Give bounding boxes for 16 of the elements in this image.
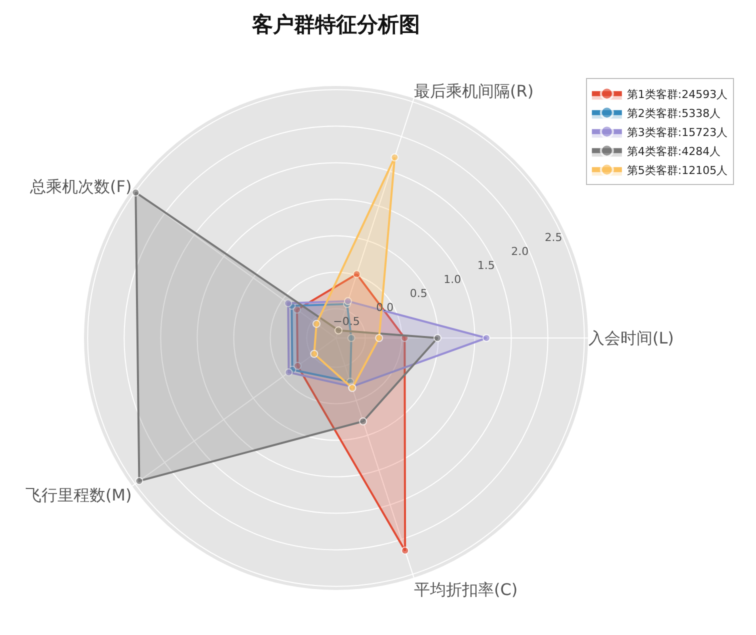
legend-label: 第3类客群:15723人 [626, 126, 728, 139]
y-tick-label: 1.5 [477, 258, 495, 272]
legend-label: 第1类客群:24593人 [626, 88, 728, 101]
legend-label: 第5类客群:12105人 [626, 164, 728, 177]
spoke-label: 总乘机次数(F) [29, 177, 132, 196]
y-tick-label: 2.0 [511, 244, 529, 258]
spoke-label: 最后乘机间隔(R) [414, 82, 534, 101]
y-tick-label: 1.0 [444, 272, 462, 286]
legend-label: 第4类客群:4284人 [626, 144, 721, 158]
y-tick-label: 2.5 [544, 230, 562, 244]
spoke-label: 飞行里程数(M) [25, 485, 132, 504]
spoke-label: 入会时间(L) [588, 328, 674, 348]
spoke-label: 平均折扣率(C) [414, 580, 518, 600]
legend-label: 第2类客群:5338人 [626, 106, 721, 120]
y-tick-label: 0.5 [410, 286, 428, 300]
chart-title: 客户群特征分析图 [251, 12, 420, 36]
